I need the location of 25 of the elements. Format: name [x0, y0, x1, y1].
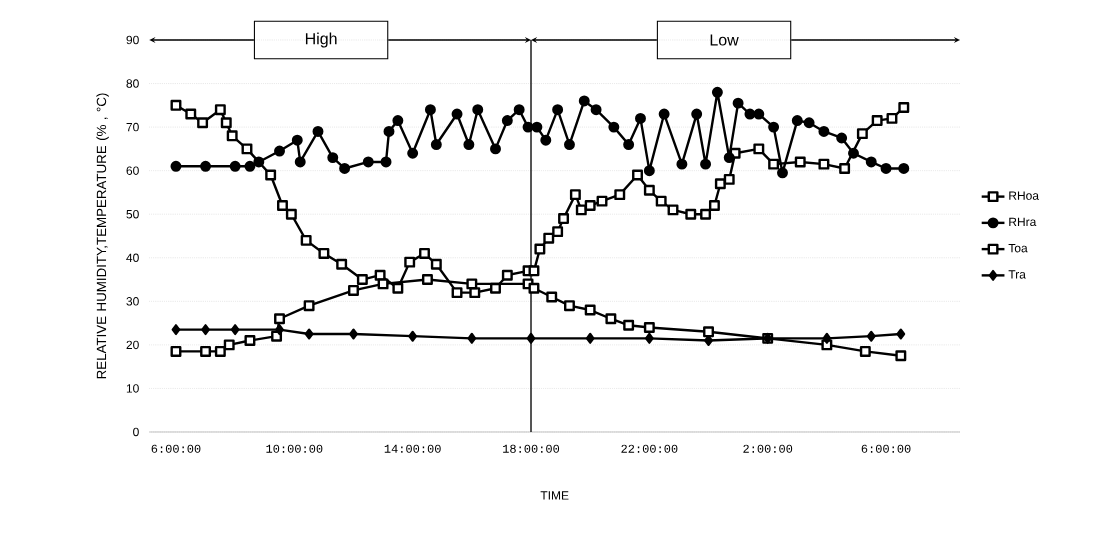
y-tick-label: 90 — [126, 35, 139, 45]
y-tick-label: 0 — [133, 427, 139, 437]
y-tick-label: 40 — [126, 253, 139, 263]
legend-label: Tra — [1008, 270, 1026, 279]
y-axis-title: RELATIVE HUMIDITY,TEMPERATURE (% , °C) — [96, 93, 109, 379]
x-tick-label: 22:00:00 — [621, 444, 678, 454]
x-tick-label: 10:00:00 — [266, 444, 323, 454]
x-tick-label: 6:00:00 — [861, 444, 911, 454]
y-tick-label: 80 — [126, 79, 139, 88]
legend-label: Toa — [1008, 244, 1028, 253]
x-tick-label: 14:00:00 — [384, 444, 441, 454]
y-tick-label: 10 — [126, 384, 139, 393]
annotation: Low — [710, 34, 739, 46]
annotation: High — [305, 32, 337, 48]
y-tick-label: 50 — [126, 210, 139, 219]
y-tick-label: 70 — [126, 123, 139, 132]
legend-label: RHoa — [1009, 191, 1039, 201]
y-tick-label: 60 — [126, 166, 139, 176]
x-tick-label: 2:00:00 — [743, 444, 793, 454]
x-axis-title: TIME — [540, 491, 569, 500]
x-tick-label: 6:00:00 — [151, 444, 201, 454]
legend-label: RHra — [1009, 217, 1037, 227]
x-tick-label: 18:00:00 — [503, 444, 560, 454]
y-tick-label: 20 — [126, 340, 139, 350]
y-tick-label: 30 — [126, 297, 139, 306]
